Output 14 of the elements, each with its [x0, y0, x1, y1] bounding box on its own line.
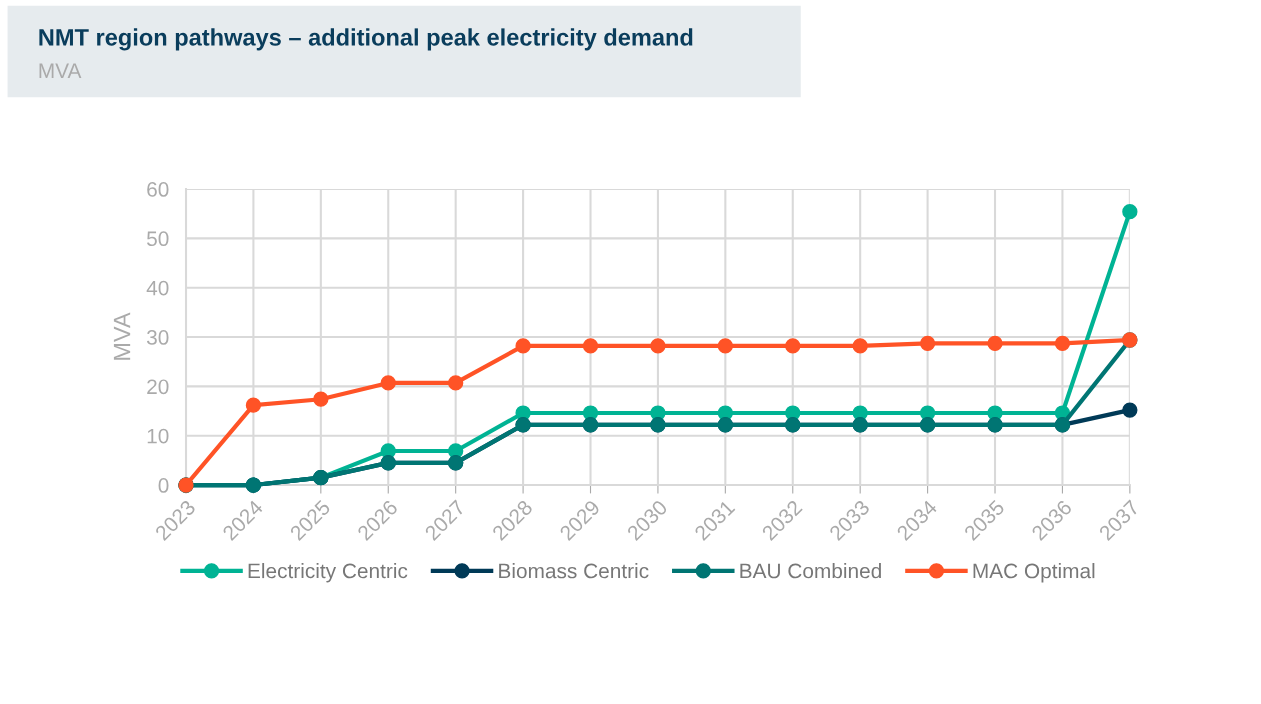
y-tick-label: 20 — [147, 379, 169, 395]
legend-label: MAC Optimal — [973, 563, 1095, 583]
chart-subtitle: MVA — [39, 63, 82, 78]
legend-label: BAU Combined — [740, 563, 881, 579]
y-tick-label: 0 — [158, 478, 169, 493]
y-tick-label: 40 — [146, 280, 169, 296]
y-tick-label: 60 — [147, 182, 169, 197]
y-tick-label: 10 — [147, 428, 169, 444]
y-tick-label: 50 — [146, 231, 169, 247]
chart-title: NMT region pathways – additional peak electricity demand — [39, 28, 693, 51]
legend-label: Electricity Centric — [248, 563, 408, 583]
y-tick-label: 30 — [146, 330, 169, 345]
legend-label: Biomass Centric — [499, 563, 649, 579]
y-axis-title: MVA — [113, 312, 131, 360]
